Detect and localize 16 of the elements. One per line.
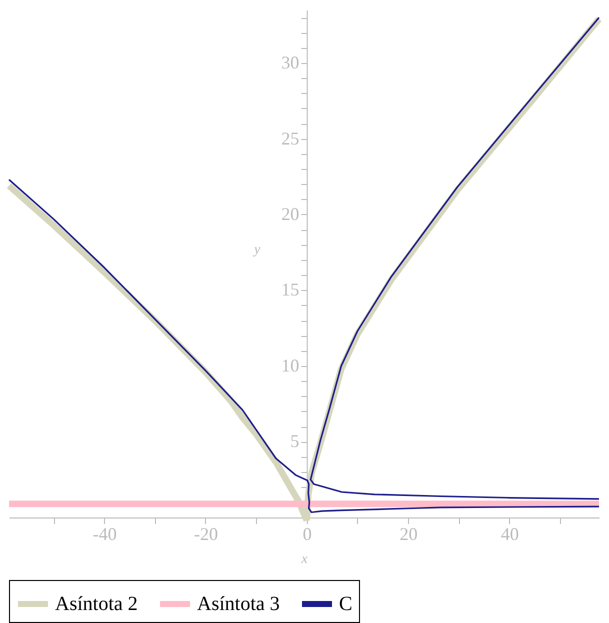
y-tick-label: 20 — [281, 204, 300, 224]
y-axis-title: y — [252, 242, 262, 258]
y-tick-label: 10 — [281, 355, 300, 376]
x-axis-title: x — [300, 552, 308, 567]
x-tick-label: -40 — [92, 524, 117, 544]
y-tick-label: 25 — [281, 128, 300, 148]
x-tick-label: -20 — [194, 524, 218, 544]
x-tick-label: 40 — [500, 524, 519, 544]
x-tick-label: 0 — [302, 524, 312, 544]
legend-label: C — [339, 593, 352, 615]
y-tick-label: 30 — [281, 52, 300, 73]
y-tick-label: 5 — [290, 431, 300, 452]
y-tick-label: 15 — [281, 280, 300, 300]
x-tick-label: 20 — [400, 524, 418, 544]
legend-label: Asíntota 2 — [55, 593, 138, 615]
legend-label: Asíntota 3 — [197, 593, 280, 615]
